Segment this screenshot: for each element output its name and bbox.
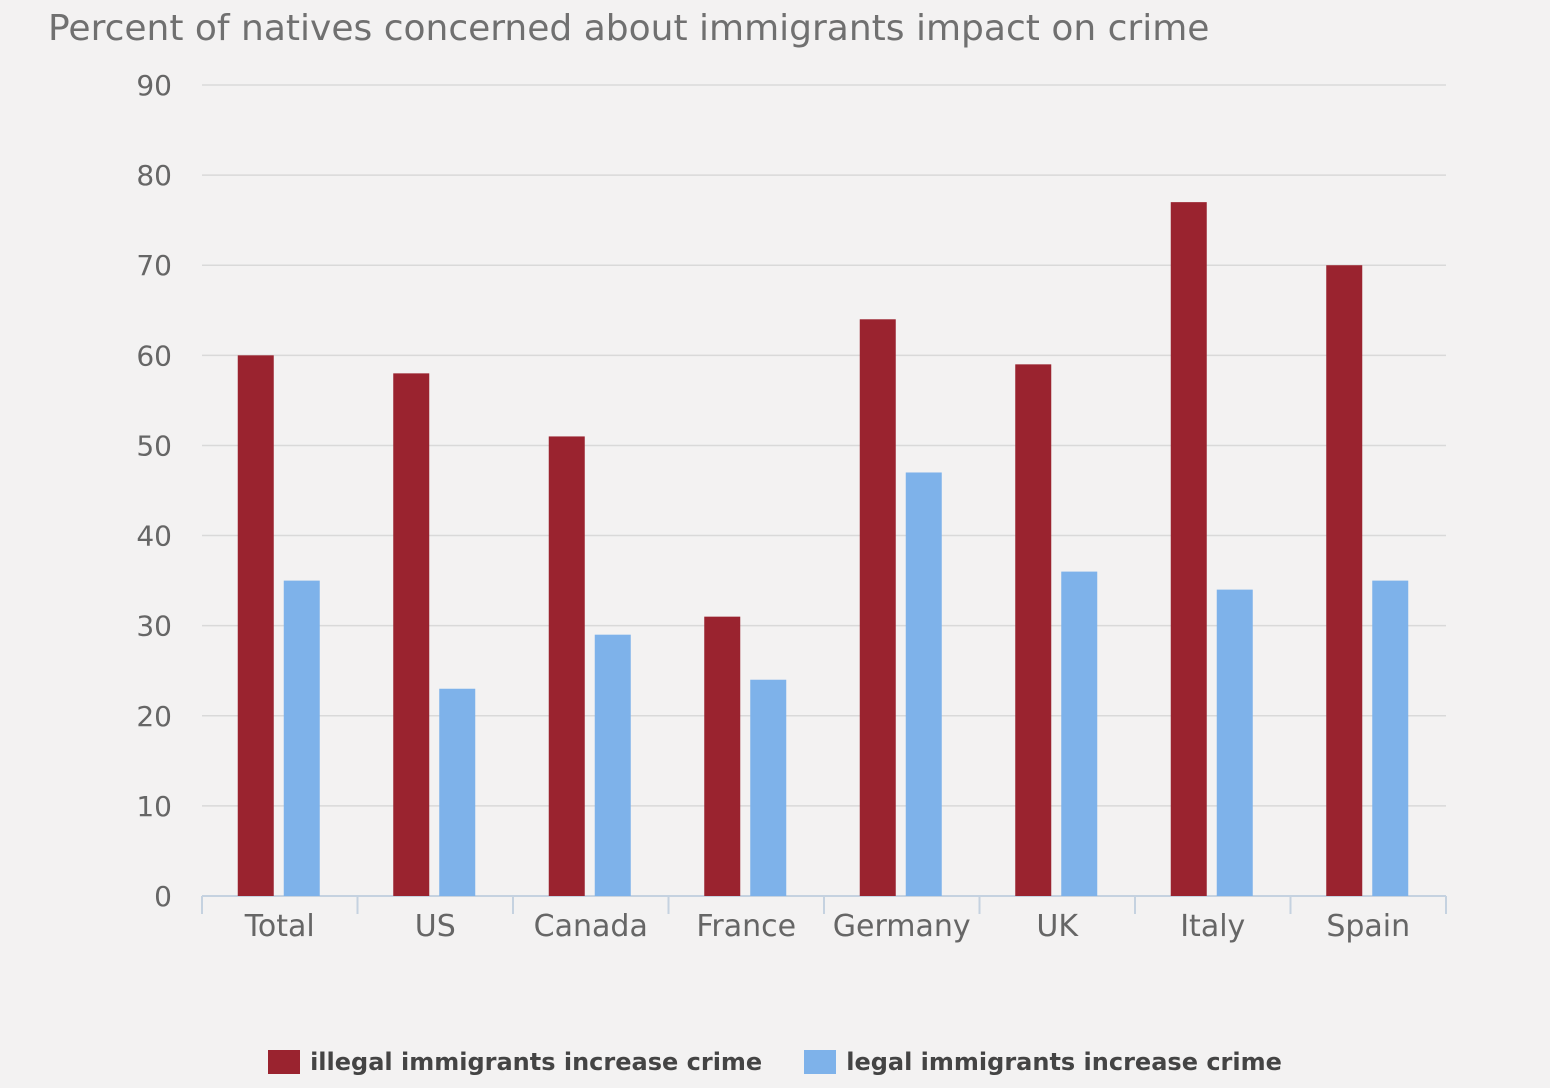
legend: illegal immigrants increase crime legal … — [0, 1047, 1550, 1077]
y-tick-label: 50 — [136, 429, 172, 462]
bar-legal-italy — [1216, 589, 1253, 896]
y-tick-label: 60 — [136, 339, 172, 372]
bar-illegal-spain — [1326, 265, 1363, 896]
y-tick-label: 30 — [136, 610, 172, 643]
y-tick-label: 0 — [154, 880, 172, 913]
y-tick-label: 70 — [136, 249, 172, 282]
bar-illegal-uk — [1015, 364, 1052, 896]
x-tick-label: Canada — [534, 909, 648, 944]
x-tick-label: US — [415, 909, 456, 944]
x-tick-label: Italy — [1180, 909, 1245, 944]
bar-illegal-us — [393, 373, 430, 896]
bar-illegal-total — [237, 355, 274, 896]
y-tick-label: 90 — [136, 69, 172, 102]
legend-swatch-legal — [804, 1050, 837, 1074]
x-tick-label: Total — [244, 909, 315, 944]
legend-label-legal: legal immigrants increase crime — [846, 1048, 1282, 1076]
bar-legal-germany — [905, 472, 942, 896]
legend-label-illegal: illegal immigrants increase crime — [310, 1048, 763, 1076]
bar-illegal-canada — [548, 436, 585, 896]
bar-legal-total — [283, 580, 320, 896]
chart-title: Percent of natives concerned about immig… — [48, 8, 1210, 49]
bar-legal-spain — [1372, 580, 1409, 896]
bar-legal-france — [750, 679, 787, 896]
bar-legal-uk — [1061, 571, 1098, 896]
y-tick-label: 80 — [136, 159, 172, 192]
bar-legal-canada — [594, 634, 631, 896]
bar-legal-us — [439, 688, 476, 896]
legend-swatch-illegal — [268, 1050, 301, 1074]
bar-illegal-france — [704, 616, 741, 896]
legend-item-illegal: illegal immigrants increase crime — [268, 1048, 762, 1076]
legend-item-legal: legal immigrants increase crime — [804, 1048, 1282, 1076]
x-tick-label: UK — [1036, 909, 1079, 944]
x-tick-label: France — [696, 909, 796, 944]
bar-illegal-italy — [1170, 202, 1207, 897]
y-tick-label: 10 — [136, 790, 172, 823]
x-tick-label: Germany — [833, 909, 971, 944]
y-tick-label: 20 — [136, 700, 172, 733]
x-tick-label: Spain — [1326, 909, 1410, 944]
y-tick-label: 40 — [136, 520, 172, 553]
bar-illegal-germany — [859, 319, 896, 896]
